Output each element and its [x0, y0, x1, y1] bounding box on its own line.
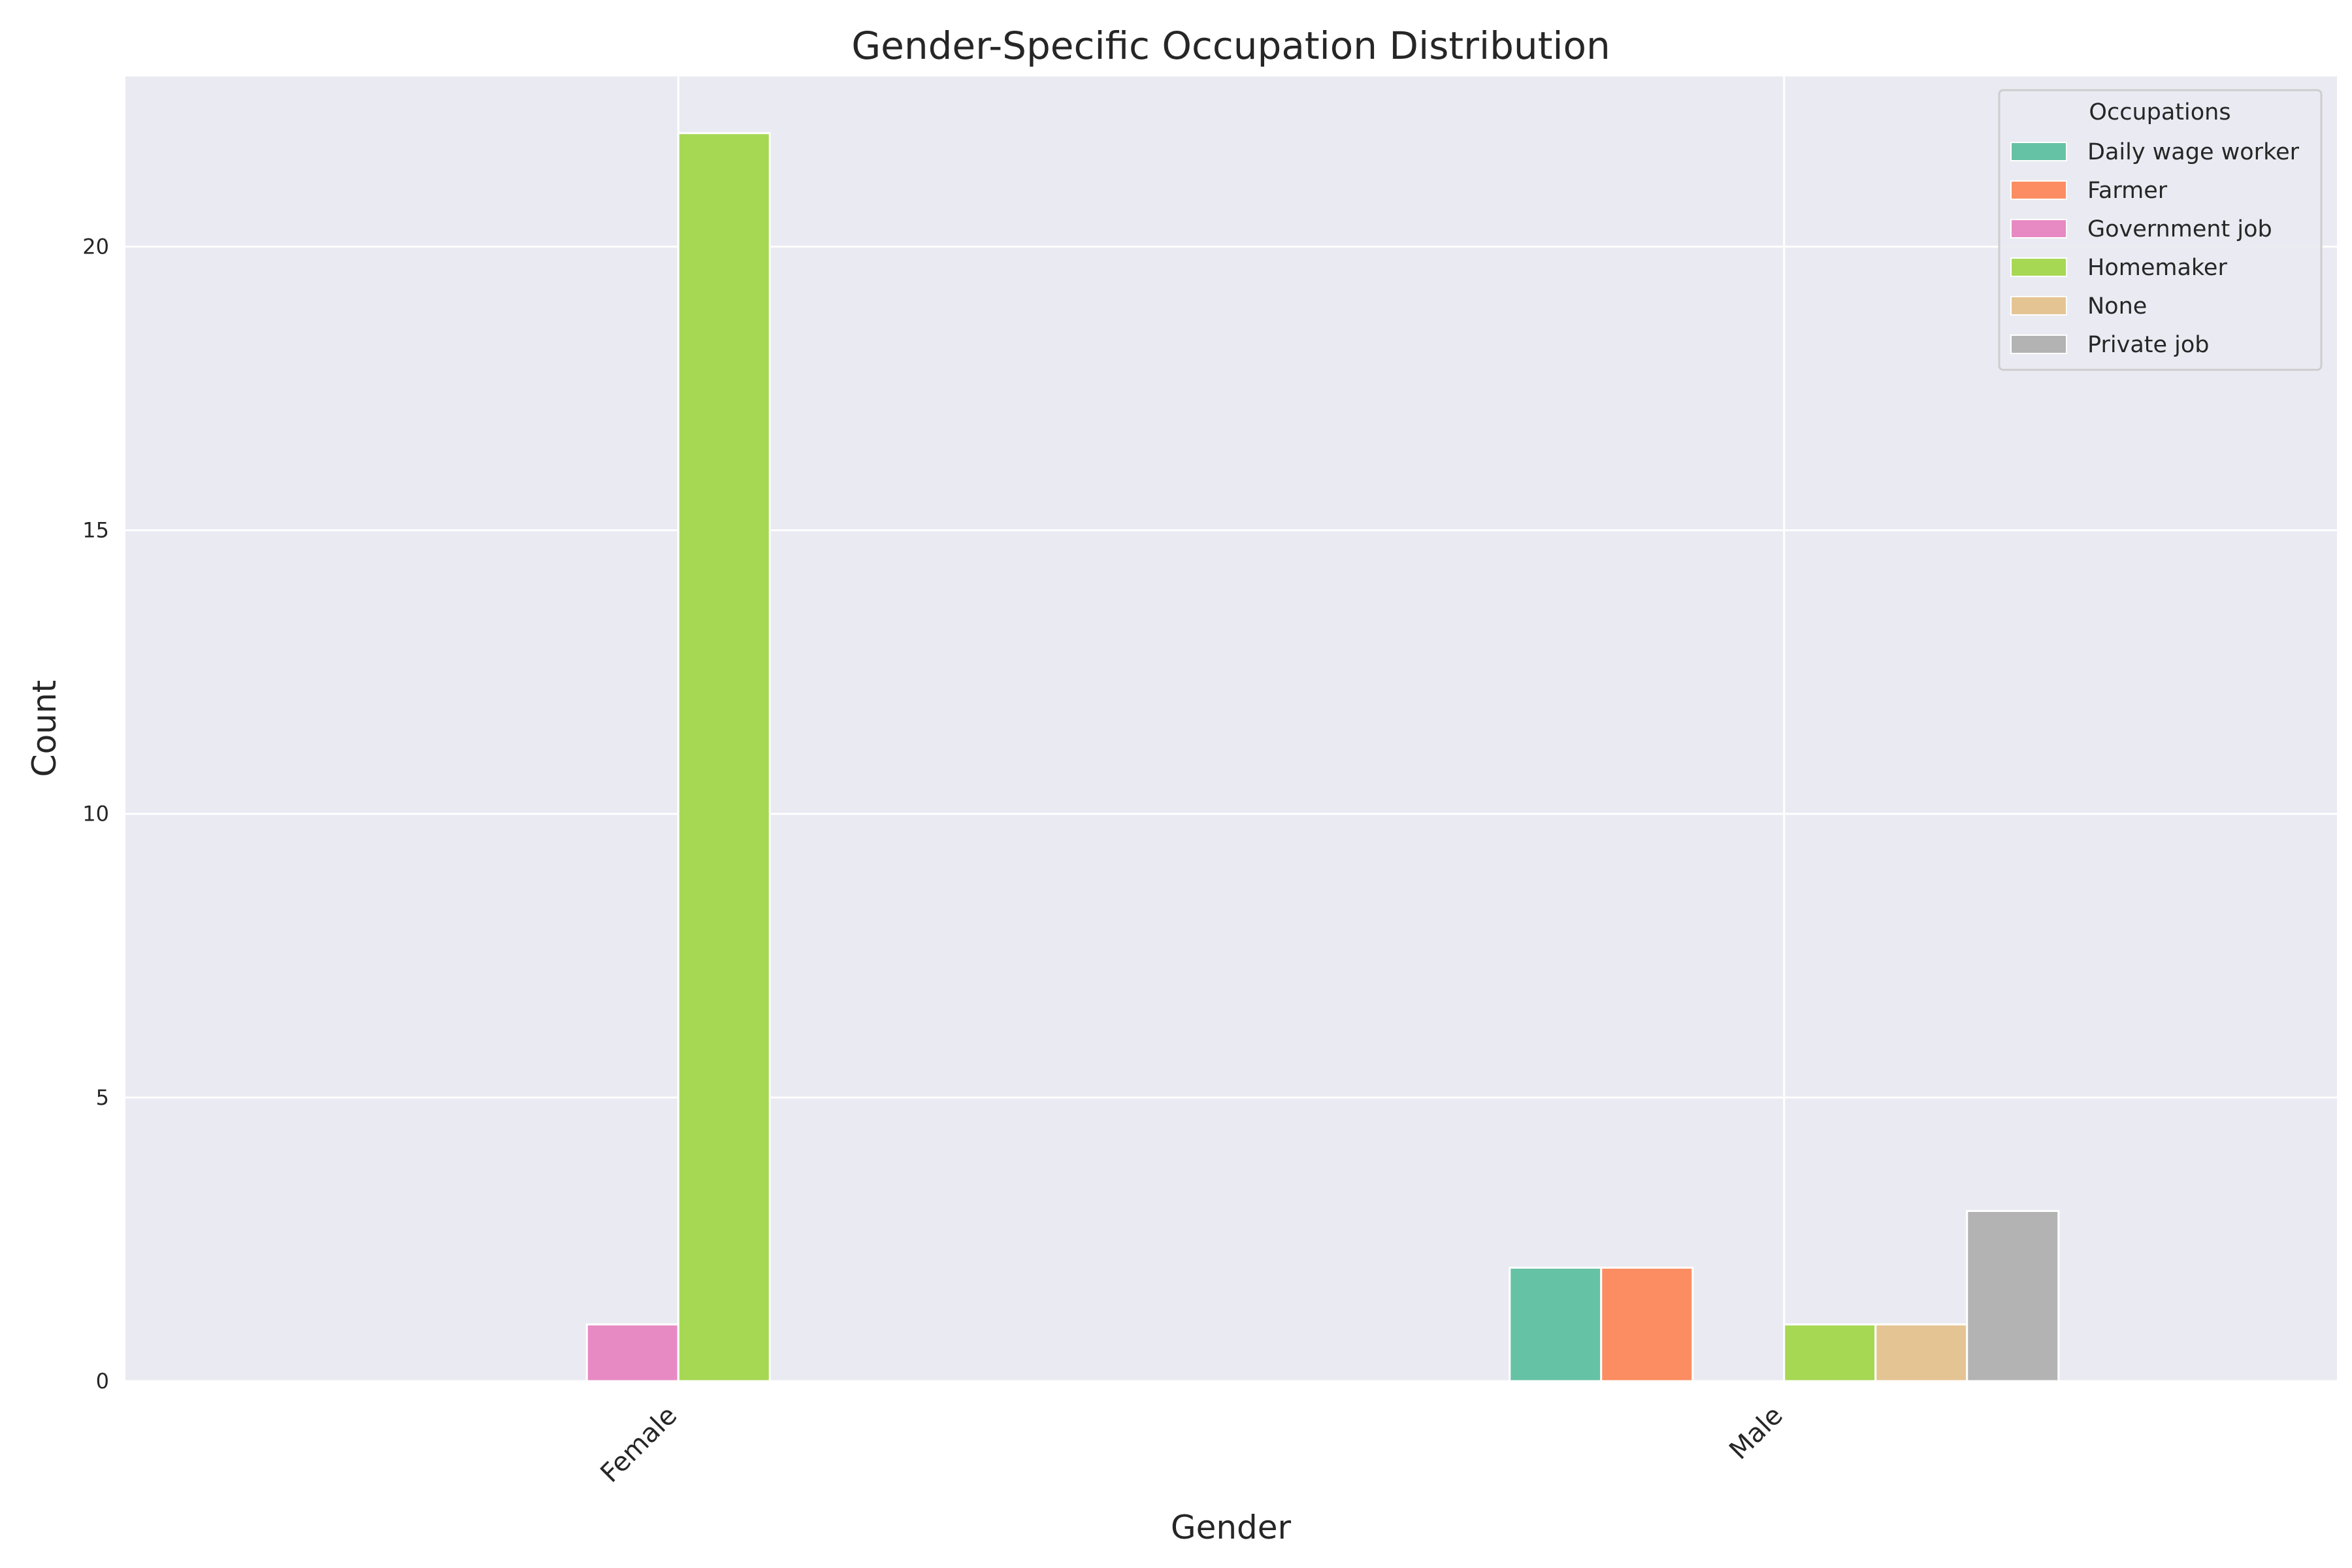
y-tick-label: 20: [82, 234, 109, 259]
y-tick-label: 0: [96, 1369, 109, 1394]
legend-swatch: [2010, 180, 2067, 200]
bar: [585, 1323, 679, 1382]
legend-title: Occupations: [2089, 99, 2230, 125]
x-tick-label: Male: [1723, 1401, 1789, 1466]
y-tick-labels: 0 5 10 15 20: [82, 234, 109, 1394]
bar: [1966, 1210, 2060, 1382]
legend-swatch: [2010, 257, 2067, 277]
bar: [677, 132, 771, 1382]
x-axis-label: Gender: [1171, 1509, 1292, 1546]
legend-swatch: [2010, 335, 2067, 354]
legend-swatch: [2010, 142, 2067, 161]
legend-entry-label: Daily wage worker: [2087, 139, 2300, 165]
legend: Occupations Daily wage worker Farmer Gover…: [1998, 89, 2323, 371]
legend-entry-label: None: [2087, 293, 2147, 319]
bar: [1783, 1323, 1877, 1382]
legend-entry-label: Farmer: [2087, 178, 2168, 204]
x-tick-labels: Female Male: [595, 1401, 1789, 1489]
plot-area: [125, 76, 2337, 1381]
bars: [585, 132, 2060, 1382]
y-tick-label: 5: [96, 1085, 109, 1110]
y-tick-label: 15: [82, 518, 109, 543]
bar: [1874, 1323, 1968, 1382]
legend-entry-label: Homemaker: [2087, 255, 2227, 281]
y-tick-label: 10: [82, 802, 109, 826]
chart-title: Gender-Specific Occupation Distribution: [851, 24, 1610, 68]
legend-swatch: [2010, 219, 2067, 238]
legend-entry-label: Government job: [2087, 216, 2272, 242]
legend-swatch: [2010, 296, 2067, 316]
bar: [1509, 1266, 1603, 1382]
legend-box: [1998, 89, 2323, 371]
bar: [1600, 1266, 1694, 1382]
legend-entry-label: Private job: [2087, 332, 2210, 358]
x-tick-label: Female: [595, 1401, 683, 1489]
y-axis-label: Count: [25, 680, 63, 777]
